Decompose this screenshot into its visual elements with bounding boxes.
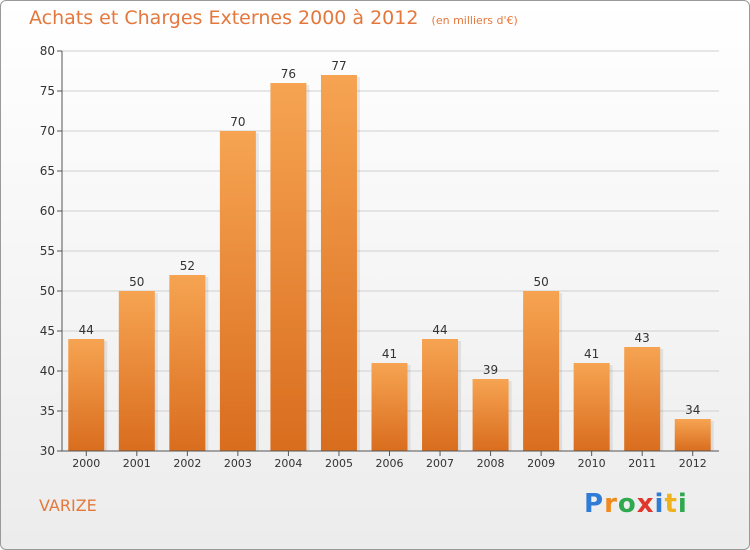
bar-value-label: 50 <box>129 275 144 289</box>
bar <box>624 347 661 451</box>
bar <box>523 291 560 451</box>
y-tick-label: 40 <box>40 364 55 378</box>
x-tick-label: 2003 <box>224 457 252 470</box>
y-tick-label: 70 <box>40 124 55 138</box>
x-tick-label: 2006 <box>376 457 404 470</box>
x-tick-label: 2007 <box>426 457 454 470</box>
y-tick-label: 55 <box>40 244 55 258</box>
y-tick-label: 30 <box>40 444 55 458</box>
bar-value-label: 44 <box>79 323 94 337</box>
x-tick-label: 2004 <box>274 457 302 470</box>
logo-letter: t <box>664 489 678 519</box>
place-name: VARIZE <box>39 496 97 515</box>
x-tick-label: 2010 <box>578 457 606 470</box>
y-tick-label: 35 <box>40 404 55 418</box>
logo-letter: r <box>604 489 618 519</box>
bar-value-label: 77 <box>331 59 346 73</box>
chart-title-unit: (en milliers d'€) <box>431 14 518 27</box>
bar-value-label: 39 <box>483 363 498 377</box>
logo-letter: i <box>654 489 665 519</box>
y-tick-label: 80 <box>40 44 55 58</box>
logo-letter: P <box>584 489 605 519</box>
x-tick-label: 2012 <box>679 457 707 470</box>
logo-letter: o <box>617 489 637 519</box>
bar <box>169 275 206 451</box>
bar <box>371 363 408 451</box>
bar-value-label: 50 <box>533 275 548 289</box>
bar <box>472 379 509 451</box>
bar-value-label: 43 <box>635 331 650 345</box>
chart-title: Achats et Charges Externes 2000 à 2012 (… <box>29 7 518 29</box>
bar-value-label: 41 <box>584 347 599 361</box>
bar <box>320 75 357 451</box>
y-tick-label: 75 <box>40 84 55 98</box>
x-tick-label: 2011 <box>628 457 656 470</box>
y-tick-label: 45 <box>40 324 55 338</box>
bar-value-label: 41 <box>382 347 397 361</box>
bar-value-label: 44 <box>432 323 447 337</box>
axes: 30 35 40 45 50 55 60 65 70 75 80 2000 2001 2002 2003 20… <box>40 44 719 470</box>
x-tick-label: 2002 <box>173 457 201 470</box>
x-tick-label: 2000 <box>72 457 100 470</box>
proxiti-logo: Proxiti <box>584 489 688 519</box>
y-tick-label: 60 <box>40 204 55 218</box>
chart-title-main: Achats et Charges Externes 2000 à 2012 <box>29 7 419 29</box>
x-tick-label: 2001 <box>123 457 151 470</box>
bar <box>573 363 610 451</box>
bar-value-label: 76 <box>281 67 296 81</box>
bar <box>219 131 256 451</box>
bars: 44 50 52 70 76 77 41 44 39 50 41 43 34 <box>68 59 714 451</box>
x-tick-label: 2005 <box>325 457 353 470</box>
x-tick-label: 2008 <box>477 457 505 470</box>
bar <box>270 83 307 451</box>
bar <box>422 339 459 451</box>
bar <box>674 419 711 451</box>
bar-value-label: 70 <box>230 115 245 129</box>
y-tick-label: 65 <box>40 164 55 178</box>
logo-letter: x <box>636 489 655 519</box>
bar <box>118 291 155 451</box>
bar <box>68 339 105 451</box>
logo-letter: i <box>677 489 688 519</box>
bar-value-label: 52 <box>180 259 195 273</box>
y-tick-label: 50 <box>40 284 55 298</box>
bar-value-label: 34 <box>685 403 700 417</box>
x-tick-label: 2009 <box>527 457 555 470</box>
